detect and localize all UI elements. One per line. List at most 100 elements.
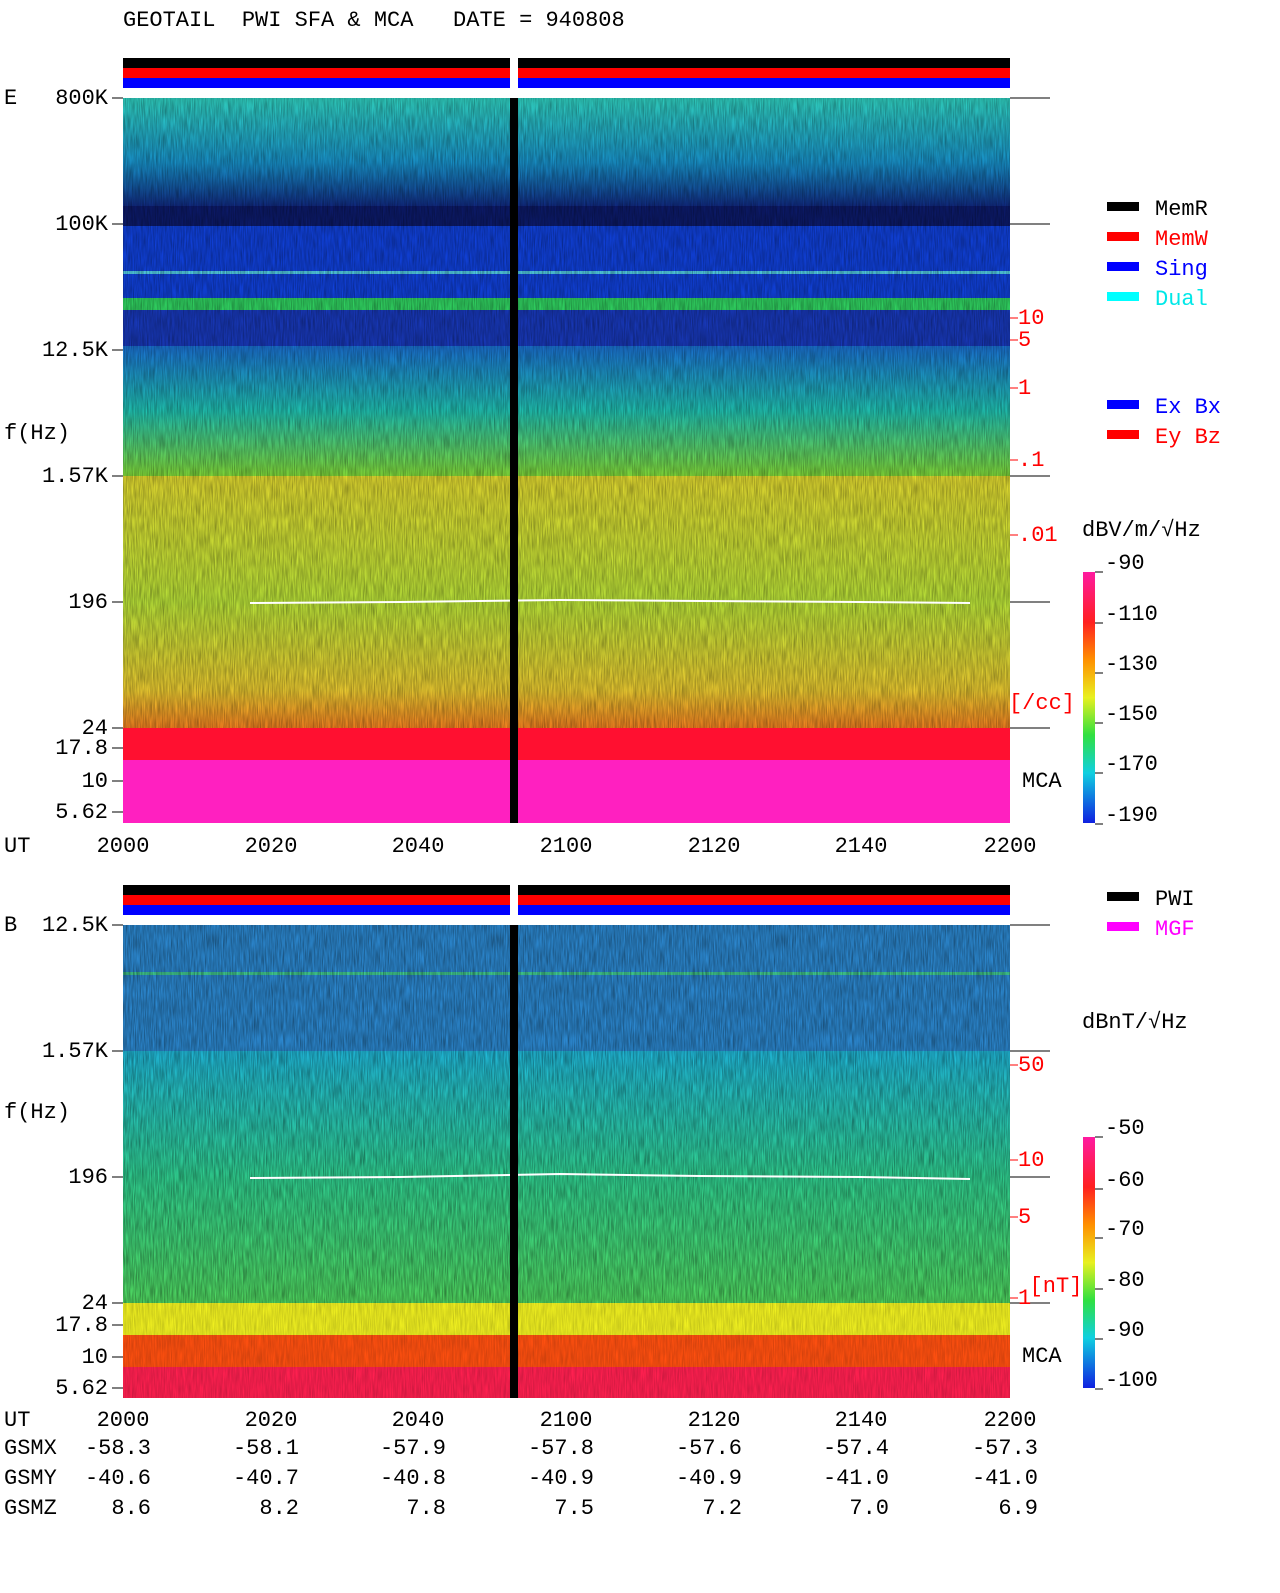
- legend-swatch: [1107, 400, 1139, 409]
- status-bar: [123, 905, 1010, 915]
- orbit-value: 6.9: [998, 1496, 1038, 1521]
- status-bar: [123, 78, 1010, 88]
- legend-swatch: [1107, 292, 1139, 301]
- noise: [123, 98, 1010, 728]
- noise: [123, 925, 1010, 1303]
- noise: [123, 1303, 1010, 1398]
- status-bar: [123, 68, 1010, 78]
- y-axis-label: f(Hz): [4, 421, 70, 446]
- mca-label: MCA: [1022, 1344, 1062, 1369]
- orbit-value: -57.9: [380, 1436, 446, 1461]
- orbit-name: GSMY: [4, 1466, 57, 1491]
- data-gap: [510, 925, 518, 1398]
- orbit-value: -58.3: [85, 1436, 151, 1461]
- y-tick-label: 800K: [55, 86, 109, 111]
- gyro-line: [249, 598, 971, 604]
- legend-swatch: [1107, 232, 1139, 241]
- density-tick-label: 1: [1018, 376, 1031, 401]
- orbit-value: 7.2: [702, 1496, 742, 1521]
- density-tick-label: 5: [1018, 1205, 1031, 1230]
- y-axis-label: f(Hz): [4, 1100, 70, 1125]
- legend-label: Dual: [1155, 287, 1208, 312]
- colorbar-tick-label: -90: [1105, 551, 1145, 576]
- y-tick-label: 17.8: [55, 1313, 108, 1338]
- colorbar-tick-label: -190: [1105, 803, 1158, 828]
- status-gap: [510, 58, 518, 88]
- y-tick-label: 17.8: [55, 736, 108, 761]
- orbit-value: -41.0: [823, 1466, 889, 1491]
- panel-label: B: [4, 913, 17, 938]
- orbit-value: -58.1: [233, 1436, 299, 1461]
- x-tick-label: 2000: [97, 834, 150, 859]
- y-tick-label: 5.62: [55, 1376, 108, 1401]
- legend-label: Ey Bz: [1155, 425, 1221, 450]
- density-tick-label: 1: [1018, 1286, 1031, 1311]
- x-axis-label: UT: [4, 1408, 30, 1433]
- orbit-name: GSMX: [4, 1436, 57, 1461]
- colorbar-tick-label: -90: [1105, 1318, 1145, 1343]
- orbit-value: 7.0: [849, 1496, 889, 1521]
- e-status-bars: [123, 58, 1010, 88]
- orbit-value: -57.8: [528, 1436, 594, 1461]
- x-axis-label: UT: [4, 834, 30, 859]
- colorbar-tick-label: -70: [1105, 1217, 1145, 1242]
- title: GEOTAIL PWI SFA & MCA DATE = 940808: [123, 8, 625, 33]
- e-spectrogram: [123, 98, 1010, 823]
- x-tick-label: 2040: [392, 1408, 445, 1433]
- density-tick-label: 50: [1018, 1053, 1044, 1078]
- colorbar-unit: dBnT/√Hz: [1082, 1010, 1188, 1035]
- y-tick-label: 196: [68, 590, 108, 615]
- status-bar: [123, 885, 1010, 895]
- colorbar-tick-label: -110: [1105, 602, 1158, 627]
- y-tick-label: 12.5K: [42, 913, 109, 938]
- x-tick-label: 2200: [984, 1408, 1037, 1433]
- colorbar-tick-label: -130: [1105, 652, 1158, 677]
- legend-label: MemR: [1155, 197, 1208, 222]
- y-tick-label: 24: [82, 716, 108, 741]
- mca-label: MCA: [1022, 769, 1062, 794]
- legend-label: PWI: [1155, 887, 1195, 912]
- colorbar-tick-label: -100: [1105, 1368, 1158, 1393]
- colorbar-unit: dBV/m/√Hz: [1082, 518, 1201, 543]
- y-tick-label: 24: [82, 1291, 108, 1316]
- x-tick-label: 2020: [245, 1408, 298, 1433]
- y-tick-label: 10: [82, 769, 108, 794]
- x-tick-label: 2200: [984, 834, 1037, 859]
- colorbar: [1083, 572, 1095, 823]
- y-tick-label: 100K: [55, 212, 109, 237]
- legend-swatch: [1107, 892, 1139, 901]
- density-tick-label: .01: [1018, 523, 1058, 548]
- status-bar: [123, 895, 1010, 905]
- y-tick-label: 5.62: [55, 800, 108, 825]
- orbit-value: -40.9: [528, 1466, 594, 1491]
- legend-label: Ex Bx: [1155, 395, 1221, 420]
- b-spectrogram: [123, 925, 1010, 1398]
- status-gap: [510, 885, 518, 915]
- y-tick-label: 196: [68, 1165, 108, 1190]
- density-tick-label: 10: [1018, 306, 1044, 331]
- y-tick-label: 1.57K: [42, 1039, 109, 1064]
- legend-label: MemW: [1155, 227, 1209, 252]
- colorbar-tick-label: -80: [1105, 1268, 1145, 1293]
- orbit-value: -57.3: [972, 1436, 1038, 1461]
- x-tick-label: 2120: [688, 1408, 741, 1433]
- colorbar-tick-label: -170: [1105, 752, 1158, 777]
- y-tick-label: 12.5K: [42, 338, 109, 363]
- panel-label: E: [4, 86, 17, 111]
- orbit-value: -40.7: [233, 1466, 299, 1491]
- legend-label: Sing: [1155, 257, 1208, 282]
- y-tick-label: 1.57K: [42, 464, 109, 489]
- data-gap: [510, 98, 518, 823]
- colorbar-tick-label: -60: [1105, 1168, 1145, 1193]
- orbit-name: GSMZ: [4, 1496, 57, 1521]
- x-tick-label: 2140: [835, 1408, 888, 1433]
- density-tick-label: .1: [1018, 448, 1044, 473]
- x-tick-label: 2140: [835, 834, 888, 859]
- legend-swatch: [1107, 262, 1139, 271]
- x-tick-label: 2020: [245, 834, 298, 859]
- y-tick-label: 10: [82, 1345, 108, 1370]
- density-tick-label: 5: [1018, 328, 1031, 353]
- x-tick-label: 2000: [97, 1408, 150, 1433]
